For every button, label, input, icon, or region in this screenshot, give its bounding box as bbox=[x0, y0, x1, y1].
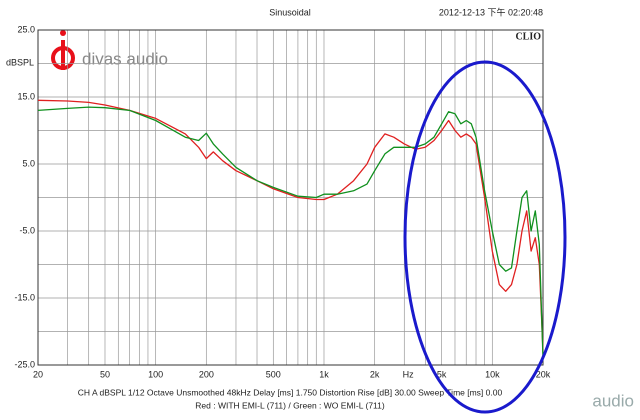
x-tick-label: 50 bbox=[100, 369, 110, 379]
plot-frame bbox=[37, 29, 544, 366]
timestamp: 2012-12-13 下午 02:20:48 bbox=[439, 6, 543, 17]
y-tick-label: -15.0 bbox=[14, 292, 35, 302]
x-tick-label: 1k bbox=[319, 369, 329, 379]
x-tick-label: 20k bbox=[536, 369, 551, 379]
y-tick-label: -25.0 bbox=[14, 359, 35, 369]
logo-icon bbox=[61, 40, 65, 70]
x-tick-label: 500 bbox=[266, 369, 281, 379]
chart-title: Sinusoidal bbox=[269, 7, 311, 17]
x-tick-label: 2k bbox=[370, 369, 380, 379]
series-line bbox=[37, 106, 544, 359]
y-tick-label: -5.0 bbox=[19, 225, 35, 235]
series-line bbox=[37, 99, 544, 352]
brand: CLIO bbox=[515, 31, 541, 42]
y-tick-label: 15.0 bbox=[17, 91, 35, 101]
highlight-ellipse bbox=[403, 60, 567, 414]
x-tick-label: 5k bbox=[437, 369, 447, 379]
y-axis-label: dBSPL bbox=[6, 57, 34, 67]
settings-text: CH A dBSPL 1/12 Octave Unsmoothed 48kHz … bbox=[78, 387, 503, 397]
y-tick-label: 25.0 bbox=[17, 24, 35, 34]
x-tick-label: 100 bbox=[148, 369, 163, 379]
x-tick-label: 10k bbox=[485, 369, 500, 379]
watermark: audio bbox=[592, 391, 634, 410]
logo-icon bbox=[60, 30, 66, 36]
logo-text: divas audio bbox=[82, 49, 168, 68]
y-tick-label: 5.0 bbox=[22, 158, 35, 168]
x-axis-label: Hz bbox=[403, 369, 414, 379]
caption: Red : WITH EMI-L (711) / Green : WO EMI-… bbox=[195, 400, 385, 410]
x-tick-label: 20 bbox=[33, 369, 43, 379]
x-tick-label: 200 bbox=[199, 369, 214, 379]
